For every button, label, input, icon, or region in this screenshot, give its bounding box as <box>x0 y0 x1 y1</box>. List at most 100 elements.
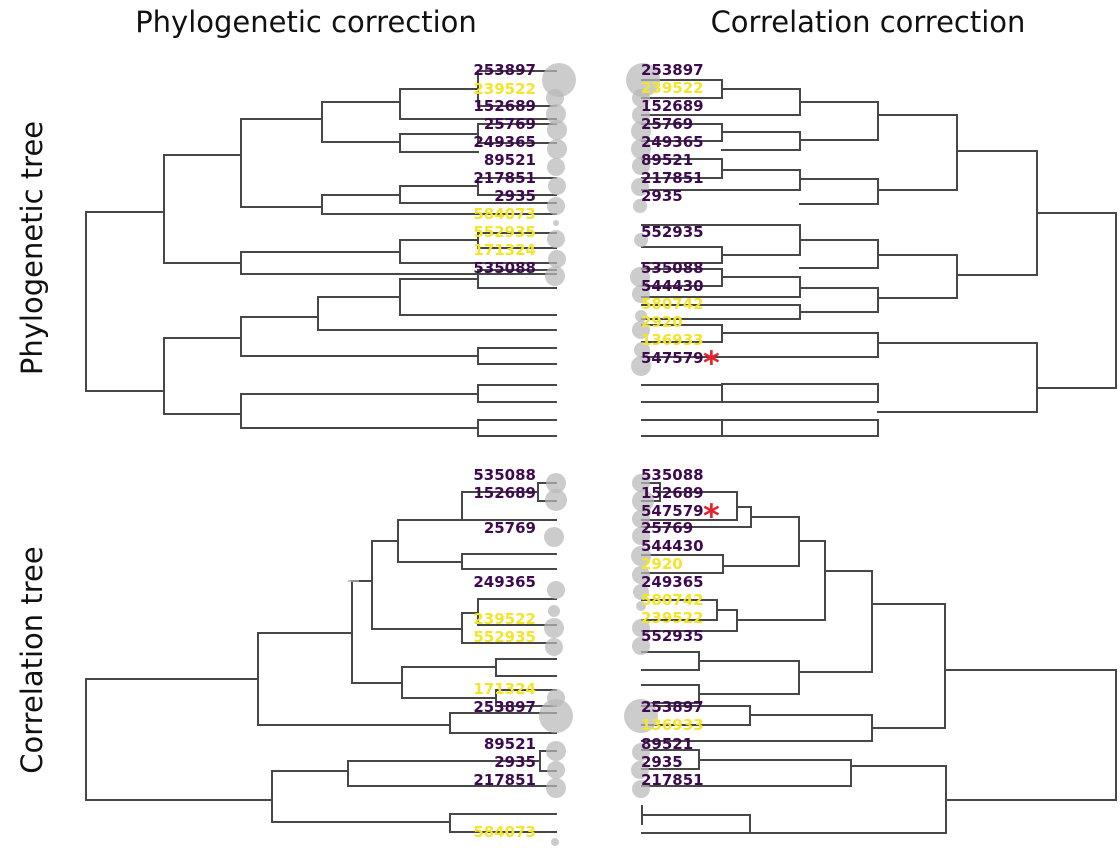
abundance-bubble <box>548 605 560 617</box>
leaf-label: 89521 <box>484 151 536 169</box>
leaf-label: 580742 <box>641 591 704 609</box>
branch-16 <box>799 287 879 313</box>
branch-13 <box>399 239 557 264</box>
leaf-label: 217851 <box>473 771 536 789</box>
branch-19 <box>641 749 700 770</box>
abundance-bubble <box>632 285 650 303</box>
leaf-label: 547579 <box>641 502 704 520</box>
branch-2 <box>956 150 1038 276</box>
branch-18 <box>641 759 852 787</box>
abundance-bubble <box>547 158 565 176</box>
abundance-bubble <box>545 638 563 656</box>
leaf-label: 552935 <box>641 627 704 645</box>
branch-10 <box>399 185 557 204</box>
leaf-label: 89521 <box>641 735 693 753</box>
branch-6 <box>641 506 752 528</box>
branch-17 <box>641 276 801 298</box>
abundance-bubble <box>551 838 559 846</box>
branch-23 <box>641 383 879 403</box>
branch-1 <box>85 678 273 801</box>
branch-18 <box>449 813 557 833</box>
abundance-bubble <box>632 780 650 798</box>
branch-7 <box>399 133 479 153</box>
abundance-bubble <box>547 230 565 248</box>
branch-8 <box>461 553 557 570</box>
branch-13 <box>641 651 700 671</box>
branch-20 <box>477 347 557 365</box>
abundance-bubble <box>634 233 648 247</box>
branch-5 <box>722 516 800 567</box>
branch-10 <box>641 609 738 632</box>
branch-18 <box>399 278 557 316</box>
branch-14 <box>477 232 557 249</box>
leaf-label: 136933 <box>641 716 704 734</box>
branch-18 <box>641 268 723 287</box>
leaf-label: 89521 <box>484 735 536 753</box>
branch-15 <box>641 714 873 742</box>
branch-24 <box>641 384 723 403</box>
leaf-label: 535088 <box>473 466 536 484</box>
branch-16 <box>240 316 479 357</box>
leaf-label: 136933 <box>641 331 704 349</box>
branch-9 <box>321 194 557 215</box>
leaf-label: 535088 <box>641 259 704 277</box>
branch-14 <box>641 224 801 256</box>
branch-5 <box>641 88 801 116</box>
leaf-label: 25769 <box>484 115 536 133</box>
leaf-label: 544430 <box>641 277 704 295</box>
leaf-label: 580742 <box>641 295 704 313</box>
leaf-label: 171324 <box>473 241 536 259</box>
leaf-label: 249365 <box>473 573 536 591</box>
abundance-bubble <box>632 619 650 637</box>
abundance-bubble <box>546 778 566 798</box>
branch-6 <box>477 70 557 107</box>
branch-8 <box>477 123 557 144</box>
branch-4 <box>799 101 879 141</box>
abundance-bubble <box>633 584 649 600</box>
row-title-top: Phylogenetic tree <box>15 121 49 375</box>
abundance-bubble <box>624 699 658 733</box>
abundance-bubble <box>539 699 573 733</box>
branch-21 <box>240 393 479 429</box>
abundance-bubble <box>547 139 567 159</box>
branch-11 <box>401 666 497 699</box>
branch-1 <box>85 211 165 392</box>
branch-15 <box>641 246 723 264</box>
branch-5 <box>399 88 557 120</box>
leaf-label: 552935 <box>641 223 704 241</box>
branch-9 <box>641 554 724 574</box>
branch-16 <box>641 705 751 726</box>
branch-5 <box>397 519 463 563</box>
branch-4 <box>736 540 826 621</box>
abundance-bubble <box>632 743 650 761</box>
leaf-label: 249365 <box>473 133 536 151</box>
leaf-label: 25769 <box>641 115 693 133</box>
branch-1 <box>944 669 1117 801</box>
branch-12 <box>698 660 800 695</box>
abundance-bubble <box>631 139 651 159</box>
leaf-label: 544430 <box>641 537 704 555</box>
abundance-bubble <box>632 474 650 492</box>
leaf-label: 89521 <box>641 151 693 169</box>
abundance-bubble <box>546 473 566 493</box>
branch-17 <box>317 296 557 331</box>
abundance-bubble <box>635 310 647 322</box>
abundance-bubble <box>544 618 564 638</box>
branch-15 <box>163 337 242 415</box>
tree-panel-phylogenetic-tree-phylogenetic-correction: 2538972395221526892576924936589521217851… <box>85 61 576 437</box>
column-title-left: Phylogenetic correction <box>135 5 477 39</box>
branch-13 <box>799 239 879 269</box>
leaf-label: 552935 <box>473 628 536 646</box>
branch-3 <box>351 580 403 684</box>
abundance-bubble <box>548 177 566 195</box>
branch-19 <box>641 304 801 320</box>
branch-3 <box>240 118 323 208</box>
leaf-label: 584073 <box>473 823 536 841</box>
abundance-bubble <box>547 197 565 215</box>
abundance-bubble <box>630 267 650 287</box>
abundance-bubble <box>632 527 650 545</box>
leaf-label: 217851 <box>641 169 704 187</box>
branch-19 <box>477 269 557 289</box>
leaf-label: 253897 <box>641 61 704 79</box>
